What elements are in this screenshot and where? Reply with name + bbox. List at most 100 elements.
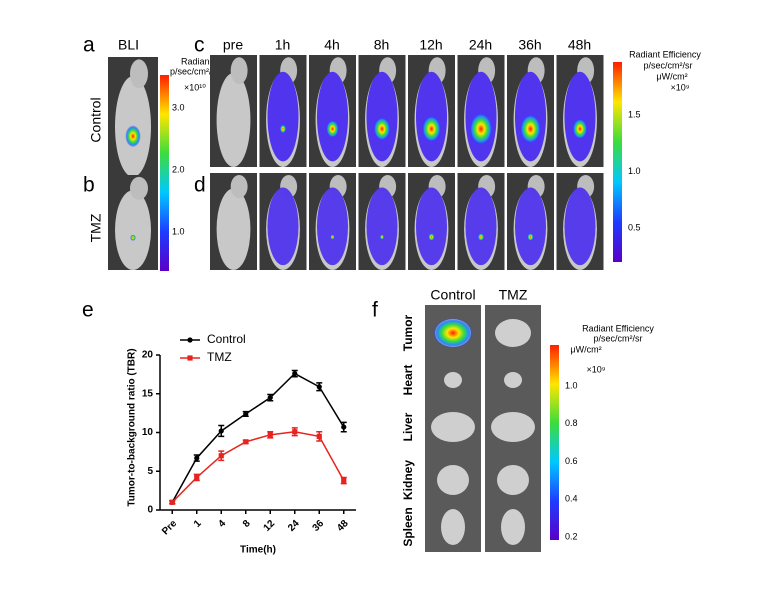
mouse-head [230,174,248,199]
column-label: Control [430,287,475,303]
organ [431,412,475,442]
signal [379,234,385,240]
x-tick-label: 1 [192,518,204,530]
point [292,371,298,377]
y-tick-label: 10 [142,427,154,438]
panel-letter: d [194,174,206,197]
point [218,428,224,434]
colorbar-tick: 0.6 [565,456,578,466]
mouse-body [115,190,151,270]
time-label: 36h [518,37,541,53]
fluorescence [267,71,299,162]
signal [279,124,287,134]
legend-label: Control [207,332,246,346]
fluorescence [267,187,299,266]
fluorescence [316,187,349,266]
signal [520,114,541,144]
panel-letter: b [83,174,95,197]
point [316,433,322,439]
colorbar-scale: ×10¹⁰ [184,82,206,92]
time-label: 4h [324,37,340,53]
colorbar-tick: 3.0 [172,102,185,112]
x-tick-label: 48 [335,518,351,534]
column-label: TMZ [499,287,528,303]
time-label: 24h [469,37,492,53]
signal [477,233,485,241]
signal [373,117,391,141]
y-tick-label: 15 [142,388,154,399]
colorbar-scale: ×10⁹ [586,364,605,374]
y-tick-label: 5 [147,466,153,477]
colorbar [160,75,169,271]
mouse-head [130,59,148,89]
signal [572,118,588,140]
point [243,411,249,417]
mouse-head [130,176,148,200]
point [267,432,273,438]
colorbar-unit: p/sec/cm²/sr [593,333,642,343]
fluorescence [465,187,497,266]
signal [125,125,141,148]
series-line [171,372,345,503]
point [169,499,175,505]
mouse-head [230,57,248,85]
signal [527,233,534,241]
y-axis-label: Tumor-to-background ratio (TBR) [127,348,138,506]
x-tick-label: 36 [311,518,327,534]
fluorescence [366,71,398,162]
y-tick-label: 0 [147,505,153,516]
colorbar-tick: 1.5 [628,109,641,119]
point [243,439,249,445]
x-tick-label: Pre [160,518,179,537]
mouse-body [216,72,251,167]
colorbar-tick: 0.2 [565,531,578,541]
organ [444,372,462,388]
panel-letter: e [82,299,94,322]
point [316,384,322,390]
point [267,395,273,401]
row-label: Tumor [401,314,415,351]
colorbar-tick: 0.5 [628,222,641,232]
row-label: TMZ [88,213,104,242]
mouse-body [216,188,251,270]
x-tick-label: 12 [262,518,278,534]
organ [491,412,535,442]
fluorescence [514,187,547,266]
colorbar-tick: 1.0 [565,380,578,390]
colorbar-tick: 1.0 [628,166,641,176]
x-tick-label: 8 [241,518,253,530]
fluorescence [415,187,448,266]
signal [469,112,493,145]
panel-letter: a [83,34,95,57]
time-label: 1h [275,37,291,53]
signal [422,115,441,143]
colorbar-unit: p/sec/cm²/sr [170,66,219,76]
x-axis-label: Time(h) [240,545,276,556]
legend-label: TMZ [207,350,232,364]
point [194,474,200,481]
row-label: Heart [401,365,415,396]
time-label: 48h [568,37,591,53]
organ [437,465,469,495]
row-label: Kidney [401,460,415,500]
organ [495,319,531,347]
time-label: 12h [419,37,442,53]
signal [330,234,335,240]
row-label: Liver [401,412,415,441]
fluorescence [564,71,596,162]
legend-marker [187,337,193,343]
point [341,424,347,430]
colorbar-title: Radiant Efficiency [582,323,654,333]
organ [501,509,525,545]
time-label: 8h [374,37,390,53]
colorbar-title: Radiance [181,56,219,66]
signal [428,233,435,241]
colorbar-tick: 1.0 [172,226,185,236]
colorbar-unit: μW/cm² [570,344,601,354]
y-tick-label: 20 [142,350,154,361]
point [292,429,298,435]
signal [433,318,473,348]
organ [441,509,465,545]
row-label: Control [88,97,104,142]
